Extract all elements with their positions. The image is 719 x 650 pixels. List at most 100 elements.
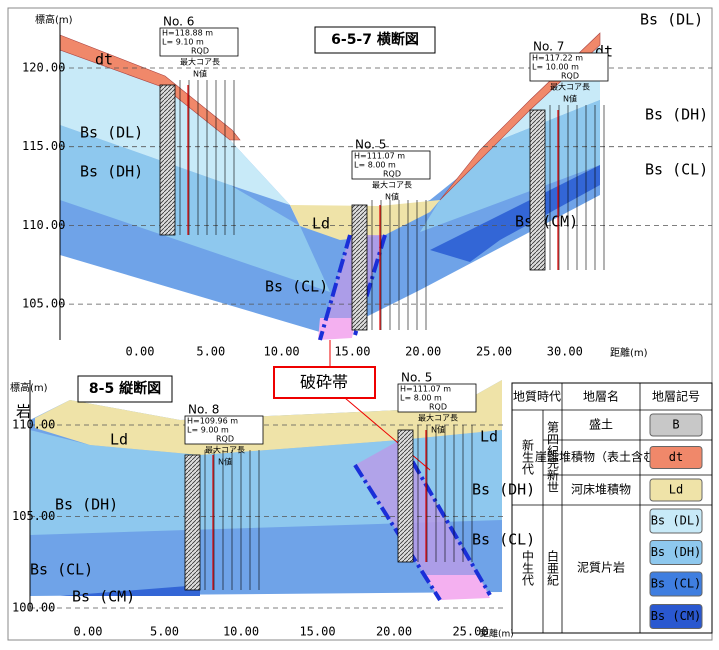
- layer-name: 盛土: [589, 417, 613, 432]
- layer-symbol: Ld: [669, 483, 683, 497]
- borehole-column: [351, 204, 368, 331]
- x-tick-label: 0.00: [74, 625, 103, 639]
- borehole-h: H=117.22 m: [532, 54, 583, 63]
- symbol-swatch: [649, 446, 703, 469]
- x-tick-label: 5.00: [150, 625, 179, 639]
- symbol-swatch: [649, 604, 703, 629]
- borehole-box: [184, 415, 264, 445]
- table-header: 地質時代: [513, 389, 561, 404]
- borehole-core: 最大コア長: [180, 57, 220, 67]
- layer-label: Bs (DL): [640, 11, 703, 29]
- section-title: 6-5-7 横断図: [331, 31, 419, 48]
- borehole-column: [159, 84, 176, 236]
- callout-line: [344, 397, 431, 471]
- borehole-n: N値: [193, 69, 207, 79]
- borehole-h: H=118.88 m: [162, 29, 213, 38]
- x-axis-label: 距離(m): [480, 628, 514, 640]
- borehole-rqd: RQD: [429, 403, 447, 412]
- layer-label: Bs (CL): [265, 278, 328, 296]
- x-tick-label: 10.00: [223, 625, 259, 639]
- borehole-h: H=111.07 m: [400, 385, 451, 394]
- borehole-l: L= 8.00 m: [354, 161, 396, 170]
- title-box: [77, 375, 173, 403]
- borehole-l: L= 9.00 m: [187, 426, 229, 435]
- era: 新生代: [521, 438, 535, 476]
- x-tick-label: 25.00: [452, 625, 488, 639]
- y-tick-label: 115.00: [22, 139, 65, 153]
- x-tick-label: 5.00: [196, 345, 225, 359]
- borehole-h: H=109.96 m: [187, 417, 238, 426]
- cross-section-layers: [59, 32, 601, 341]
- x-tick-label: 10.00: [264, 345, 300, 359]
- title-box: [314, 26, 436, 54]
- x-tick-label: 20.00: [405, 345, 441, 359]
- era: 中生代: [521, 549, 535, 587]
- borehole-box: [397, 383, 477, 413]
- y-tick-label: 110.00: [12, 418, 55, 432]
- borehole-column: [184, 454, 201, 591]
- table-header: 地層名: [583, 389, 619, 404]
- callout-box: [273, 366, 376, 399]
- sheet-frame: [7, 7, 713, 641]
- layer-name: 河床堆積物: [571, 482, 631, 497]
- borehole-core: 最大コア長: [205, 445, 245, 455]
- borehole-n: N値: [431, 425, 445, 435]
- y-axis-label: 標高(m): [35, 13, 73, 26]
- borehole-column: [529, 109, 546, 271]
- borehole-l: L= 8.00 m: [400, 394, 442, 403]
- layer-symbol: Bs (DL): [651, 514, 702, 528]
- symbol-swatch: [649, 478, 703, 502]
- layer-label: Bs (DH): [80, 163, 143, 181]
- borehole-rqd: RQD: [383, 170, 401, 179]
- symbol-swatch: [649, 413, 703, 437]
- layer-symbol: dt: [669, 450, 683, 464]
- layer-label: Bs (CL): [472, 531, 535, 549]
- x-tick-label: 20.00: [376, 625, 412, 639]
- y-axis-label: 標高(m): [10, 381, 48, 394]
- x-tick-label: 0.00: [126, 345, 155, 359]
- symbol-swatch: [649, 540, 703, 565]
- y-tick-label: 120.00: [22, 61, 65, 75]
- symbol-swatch: [649, 508, 703, 534]
- period: 第四紀完新世: [546, 421, 560, 493]
- layer-label: Bs (DH): [472, 481, 535, 499]
- layer-name: 泥質片岩: [577, 560, 625, 575]
- x-tick-label: 15.00: [299, 625, 335, 639]
- borehole-rqd: RQD: [191, 47, 209, 56]
- borehole-l: L= 10.00 m: [532, 63, 579, 72]
- borehole-rqd: RQD: [561, 72, 579, 81]
- layer-label: Bs (CM): [72, 588, 135, 606]
- layer-label: Ld: [110, 431, 128, 449]
- layer-label: Ld: [480, 428, 498, 446]
- borehole-l: L= 9.10 m: [162, 38, 204, 47]
- layer-symbol: Bs (CL): [651, 577, 702, 591]
- x-tick-label: 15.00: [334, 345, 370, 359]
- borehole-box: [351, 150, 431, 180]
- layer-symbol: Bs (DH): [651, 545, 702, 559]
- x-axis-label: 距離(m): [610, 346, 648, 359]
- layer-label: Bs (DL): [80, 124, 143, 142]
- y-tick-label: 110.00: [22, 218, 65, 232]
- callout-text: 破砕帯: [300, 373, 348, 392]
- borehole-n: N値: [563, 94, 577, 104]
- borehole-h: H=111.07 m: [354, 152, 405, 161]
- layer-name: 崖錐堆積物（表土含む）: [535, 449, 667, 464]
- table-header: 地層記号: [652, 389, 700, 404]
- borehole-box: [529, 52, 609, 82]
- layer-label: Bs (CM): [515, 213, 578, 231]
- symbol-swatch: [649, 571, 703, 597]
- borehole-core: 最大コア長: [550, 82, 590, 92]
- x-tick-label: 25.00: [476, 345, 512, 359]
- borehole-core: 最大コア長: [372, 180, 412, 190]
- borehole-n: N値: [218, 457, 232, 467]
- layer-label: 岩: [16, 403, 31, 421]
- layer-label: Ld: [312, 215, 330, 233]
- y-tick-label: 105.00: [12, 509, 55, 523]
- layer-symbol: Bs (CM): [651, 609, 702, 623]
- x-tick-label: 30.00: [547, 345, 583, 359]
- borehole-name: No. 5: [355, 138, 386, 152]
- y-tick-label: 105.00: [22, 297, 65, 311]
- layer-symbol: B: [672, 418, 679, 432]
- layer-label: Bs (CL): [645, 161, 708, 179]
